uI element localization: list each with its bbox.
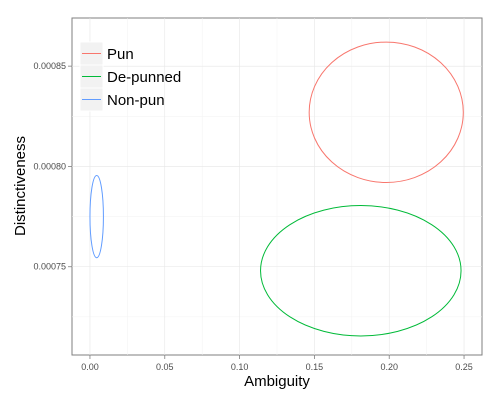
y-axis-ticks: 0.00075 0.00080 0.00085 [33, 61, 72, 272]
confidence-ellipses [89, 41, 464, 337]
y-axis-title: Distinctiveness [12, 136, 29, 236]
x-tick-label: 0.25 [455, 362, 473, 372]
minor-gridlines [72, 18, 482, 355]
y-tick-label: 0.00075 [33, 262, 66, 272]
x-tick-label: 0.10 [231, 362, 249, 372]
ellipse-non-pun [89, 174, 104, 259]
x-tick-label: 0.15 [306, 362, 324, 372]
legend-label-non-pun: Non-pun [107, 92, 165, 109]
x-tick-label: 0.00 [81, 362, 99, 372]
legend: Pun De-punned Non-pun [79, 41, 181, 112]
legend-label-de-punned: De-punned [107, 69, 181, 86]
y-tick-label: 0.00080 [33, 161, 66, 171]
x-tick-label: 0.05 [156, 362, 174, 372]
legend-label-pun: Pun [107, 46, 134, 63]
x-axis-title: Ambiguity [244, 373, 310, 390]
x-axis-ticks: 0.00 0.05 0.10 0.15 0.20 0.25 [81, 355, 473, 372]
ellipse-pun [308, 41, 464, 183]
ellipse-de-punned [260, 205, 462, 337]
y-tick-label: 0.00085 [33, 61, 66, 71]
x-tick-label: 0.20 [380, 362, 398, 372]
